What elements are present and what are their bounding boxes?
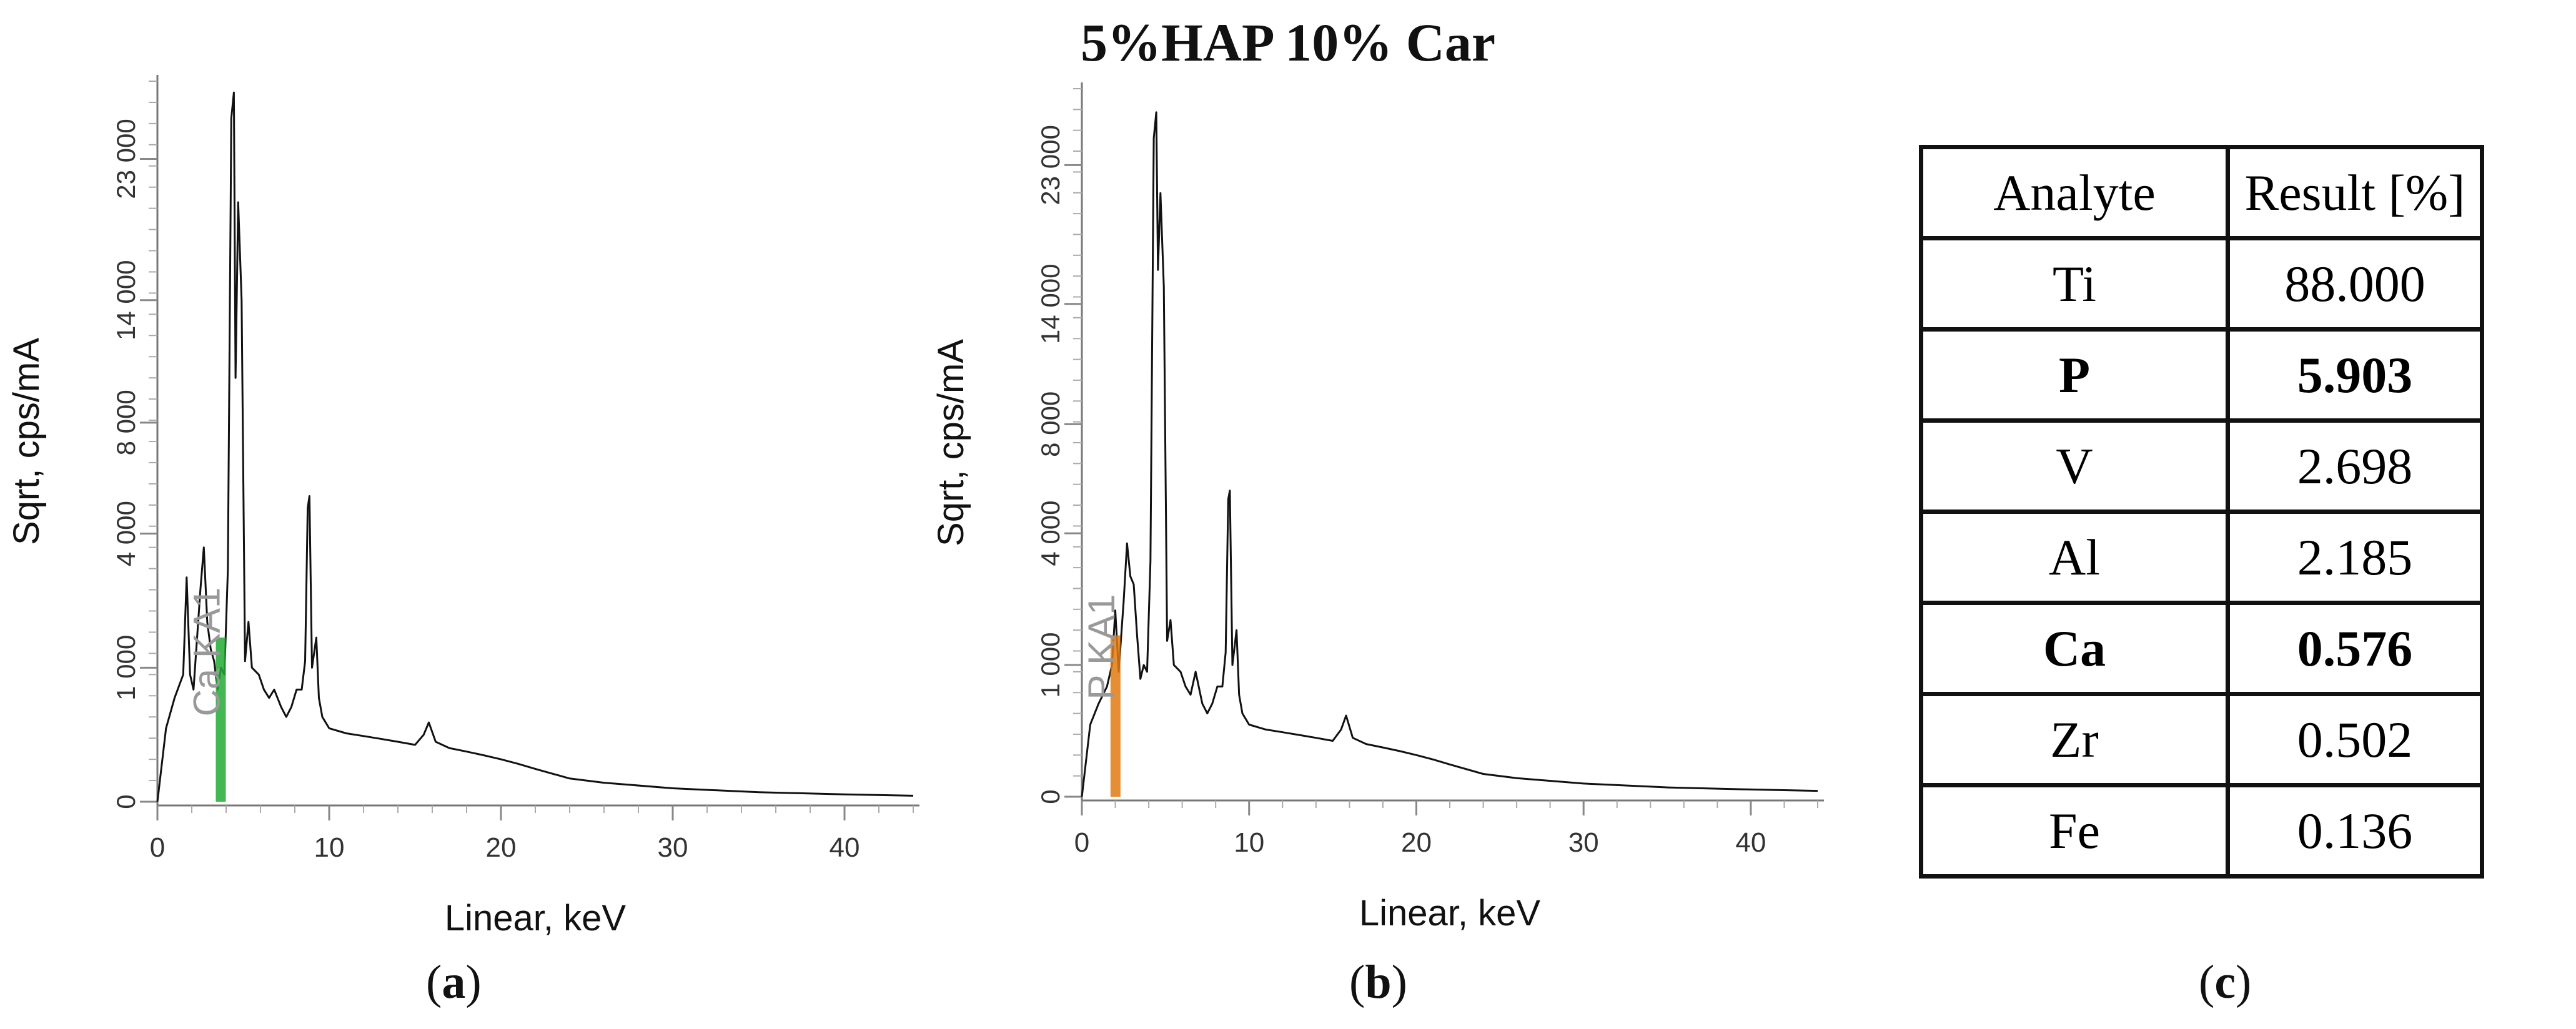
result-cell: 5.903 — [2226, 327, 2484, 423]
highlighted-peak-marker — [215, 638, 226, 802]
result-cell: 0.136 — [2226, 783, 2484, 879]
x-tick-label: 10 — [314, 832, 345, 863]
y-tick-label: 0 — [1036, 789, 1065, 804]
panel-label-c: (c) — [2199, 956, 2252, 1008]
y-tick-label: 8 000 — [1036, 391, 1065, 457]
table-row: Ti 88.000 — [1919, 236, 2484, 332]
table-row: Ca 0.576 — [1919, 601, 2484, 696]
peak-label: P KA1 — [1081, 594, 1122, 699]
x-tick-label: 40 — [830, 832, 860, 863]
y-tick-label: 23 000 — [111, 119, 141, 199]
analyte-cell: Al — [1919, 510, 2230, 605]
x-axis-label: Linear, keV — [445, 898, 627, 938]
result-cell: 2.185 — [2226, 510, 2484, 605]
x-tick-label: 10 — [1234, 827, 1264, 858]
x-tick-label: 30 — [658, 832, 688, 863]
y-tick-label: 0 — [111, 794, 141, 809]
y-tick-label: 23 000 — [1036, 125, 1065, 205]
spectrum-series-line — [1081, 111, 1818, 797]
table-body: Ti 88.000 P 5.903 V 2.698 Al 2.185 Ca 0.576 Zr 0.50… — [1919, 236, 2484, 879]
table-header-analyte: Analyte — [1919, 145, 2230, 240]
y-axis-label: Sqrt, cps/mA — [6, 338, 47, 545]
table-row: Zr 0.502 — [1919, 692, 2484, 787]
y-tick-label: 1 000 — [1036, 633, 1065, 698]
x-axis-label: Linear, keV — [1359, 893, 1541, 933]
table-header-result: Result [%] — [2226, 145, 2484, 240]
spectrum-series-line — [156, 91, 914, 802]
result-cell: 2.698 — [2226, 418, 2484, 514]
figure-title: 5%HAP 10% Car — [1080, 12, 1496, 72]
analyte-cell: V — [1919, 418, 2230, 514]
spectrum-chart-a: 0 1 000 4 000 8 000 14 000 23 000 0 10 20 30 40 Lin… — [6, 75, 919, 938]
x-tick-label: 30 — [1568, 827, 1599, 858]
table-row: P 5.903 — [1919, 327, 2484, 423]
panel-label-b: (b) — [1349, 956, 1407, 1008]
x-tick-label: 20 — [486, 832, 517, 863]
y-tick-label: 1 000 — [111, 635, 141, 701]
y-axis-label: Sqrt, cps/mA — [931, 339, 971, 546]
x-tick-label: 0 — [1074, 827, 1089, 858]
y-tick-label: 4 000 — [1036, 501, 1065, 566]
table-header-row: Analyte Result [%] — [1919, 145, 2484, 240]
analyte-cell: Ca — [1919, 601, 2230, 696]
table-row: Al 2.185 — [1919, 510, 2484, 605]
peak-label: Ca KA1 — [186, 588, 227, 717]
x-tick-label: 20 — [1401, 827, 1432, 858]
analyte-cell: Fe — [1919, 783, 2230, 879]
y-tick-label: 14 000 — [111, 260, 141, 340]
table-row: Fe 0.136 — [1919, 783, 2484, 879]
highlighted-peak-marker — [1110, 635, 1121, 797]
analyte-cell: P — [1919, 327, 2230, 423]
result-cell: 88.000 — [2226, 236, 2484, 332]
y-tick-label: 14 000 — [1036, 263, 1065, 343]
results-table: Analyte Result [%] Ti 88.000 P 5.903 V 2.698 A… — [1919, 145, 2484, 879]
analyte-cell: Zr — [1919, 692, 2230, 787]
analyte-cell: Ti — [1919, 236, 2230, 332]
x-tick-label: 40 — [1735, 827, 1766, 858]
spectrum-chart-b: 0 1 000 4 000 8 000 14 000 23 000 0 10 20 30 40 Lin… — [931, 82, 1824, 933]
result-cell: 0.576 — [2226, 601, 2484, 696]
y-tick-label: 4 000 — [111, 501, 141, 566]
panel-label-a: (a) — [426, 956, 482, 1008]
table-row: V 2.698 — [1919, 418, 2484, 514]
result-cell: 0.502 — [2226, 692, 2484, 787]
y-tick-label: 8 000 — [111, 390, 141, 455]
x-tick-label: 0 — [150, 832, 165, 863]
